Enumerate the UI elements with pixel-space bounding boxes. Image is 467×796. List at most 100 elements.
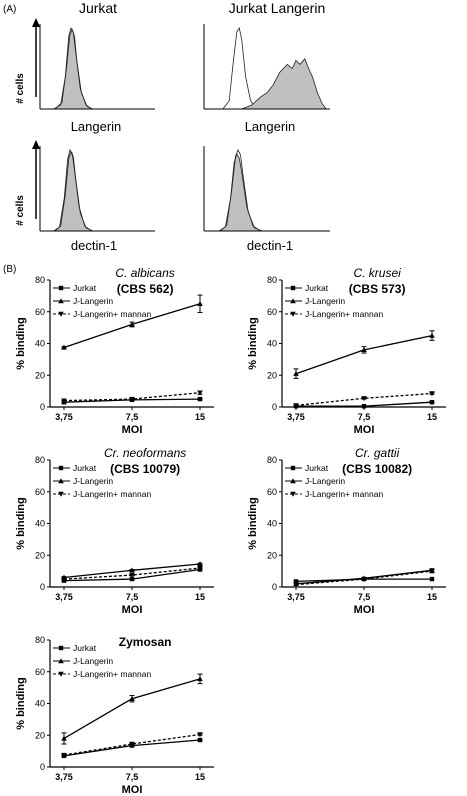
chart-title-species: C. krusei (353, 266, 401, 280)
histogram-xlabel: Langerin (245, 119, 296, 134)
y-tick-label: 40 (267, 519, 277, 529)
legend-marker (290, 298, 296, 304)
chart-title-strain: (CBS 10082) (342, 462, 412, 476)
chart-title-species: Cr. gattii (355, 446, 400, 460)
histogram-curve-1 (204, 153, 330, 232)
legend-marker (58, 311, 64, 317)
chart-title-strain: (CBS 10079) (110, 462, 180, 476)
legend-entry: J-Langerin (73, 656, 113, 666)
data-point (361, 396, 367, 402)
line-chart-2: 0 20 40 60 80 3,75 7,5 15 MOI % binding C. krusei (… (247, 266, 446, 436)
x-tick-label: 7,5 (126, 592, 139, 602)
line-chart-4: 0 20 40 60 80 3,75 7,5 15 MOI % binding Cr. gattii… (247, 446, 446, 616)
histogram-curve-1 (204, 26, 330, 110)
histogram-curve-2 (204, 58, 330, 110)
y-tick-label: 80 (35, 275, 45, 285)
series-line-3 (63, 733, 201, 756)
charts-container: Jurkat Langerin # cells Jurkat Langerin Lang… (15, 0, 446, 796)
legend-entry: J-Langerin+ mannan (305, 489, 383, 499)
y-tick-label: 20 (267, 550, 277, 560)
histogram-1: Jurkat Langerin # cells (15, 0, 155, 134)
chart-title-strain: (CBS 562) (117, 282, 174, 296)
y-tick-label: 0 (40, 582, 45, 592)
legend-marker (58, 298, 64, 304)
y-axis-label: % binding (247, 317, 259, 370)
y-tick-label: 0 (272, 402, 277, 412)
data-point (61, 398, 67, 404)
legend-marker (290, 478, 296, 484)
data-point (129, 567, 135, 573)
legend-marker (290, 465, 296, 471)
line-chart-5: 0 20 40 60 80 3,75 7,5 15 MOI % binding Zymosan Jur… (15, 635, 214, 796)
x-tick-label: 15 (195, 412, 205, 422)
histogram-curve-1 (40, 149, 155, 232)
series-line-3 (295, 570, 433, 586)
y-tick-label: 60 (35, 487, 45, 497)
ylabel-arrowhead (32, 18, 40, 27)
legend-entry: J-Langerin+ mannan (73, 489, 151, 499)
series-line-2 (63, 678, 201, 739)
y-tick-label: 60 (35, 667, 45, 677)
histogram-xlabel: dectin-1 (247, 238, 293, 253)
legend-marker (58, 671, 64, 677)
chart-title: Zymosan (119, 635, 172, 649)
data-point (197, 396, 203, 402)
data-point (61, 735, 67, 741)
x-axis-label: MOI (122, 784, 143, 796)
x-axis-label: MOI (354, 604, 375, 616)
legend-marker (58, 465, 64, 471)
data-point (197, 732, 203, 738)
data-point (129, 695, 135, 701)
data-point (61, 576, 67, 582)
y-axis-label: % binding (15, 497, 27, 550)
legend-marker (290, 311, 296, 317)
histogram-curve-2 (204, 149, 330, 232)
y-tick-label: 60 (267, 307, 277, 317)
data-point (61, 344, 67, 350)
y-tick-label: 40 (35, 339, 45, 349)
x-tick-label: 15 (427, 592, 437, 602)
legend-marker (58, 285, 64, 291)
legend-marker (290, 285, 296, 291)
x-tick-label: 7,5 (126, 772, 139, 782)
legend-entry: J-Langerin+ mannan (73, 309, 151, 319)
x-axis-label: MOI (122, 424, 143, 436)
y-tick-label: 80 (267, 455, 277, 465)
x-tick-label: 3,75 (287, 412, 305, 422)
histogram-curve-1 (40, 26, 155, 110)
data-point (197, 676, 203, 682)
chart-title-strain: (CBS 573) (349, 282, 406, 296)
y-tick-label: 0 (40, 762, 45, 772)
x-tick-label: 15 (195, 592, 205, 602)
y-tick-label: 40 (35, 519, 45, 529)
x-tick-label: 3,75 (55, 592, 73, 602)
x-tick-label: 15 (195, 772, 205, 782)
data-point (293, 370, 299, 376)
legend-entry: J-Langerin (73, 296, 113, 306)
x-tick-label: 7,5 (358, 592, 371, 602)
y-tick-label: 20 (35, 550, 45, 560)
x-tick-label: 7,5 (358, 412, 371, 422)
data-point (197, 561, 203, 567)
x-tick-label: 3,75 (55, 772, 73, 782)
panel-a-label: (A) (3, 4, 16, 15)
y-tick-label: 80 (35, 635, 45, 645)
histogram-title: Jurkat Langerin (229, 0, 326, 16)
ylabel-arrowhead (32, 140, 40, 149)
line-chart-1: 0 20 40 60 80 3,75 7,5 15 MOI % binding C. albican… (15, 266, 214, 436)
data-point (197, 565, 203, 571)
x-tick-label: 3,75 (55, 412, 73, 422)
legend-entry: J-Langerin (305, 476, 345, 486)
y-tick-label: 40 (267, 339, 277, 349)
y-tick-label: 0 (272, 582, 277, 592)
legend-entry: Jurkat (305, 463, 329, 473)
legend-entry: J-Langerin+ mannan (305, 309, 383, 319)
data-point (129, 572, 135, 578)
histogram-title: Jurkat (79, 0, 117, 16)
data-point (197, 390, 203, 396)
legend-entry: J-Langerin+ mannan (73, 669, 151, 679)
x-tick-label: 3,75 (287, 592, 305, 602)
legend-entry: J-Langerin (305, 296, 345, 306)
series-line-3 (63, 392, 201, 402)
